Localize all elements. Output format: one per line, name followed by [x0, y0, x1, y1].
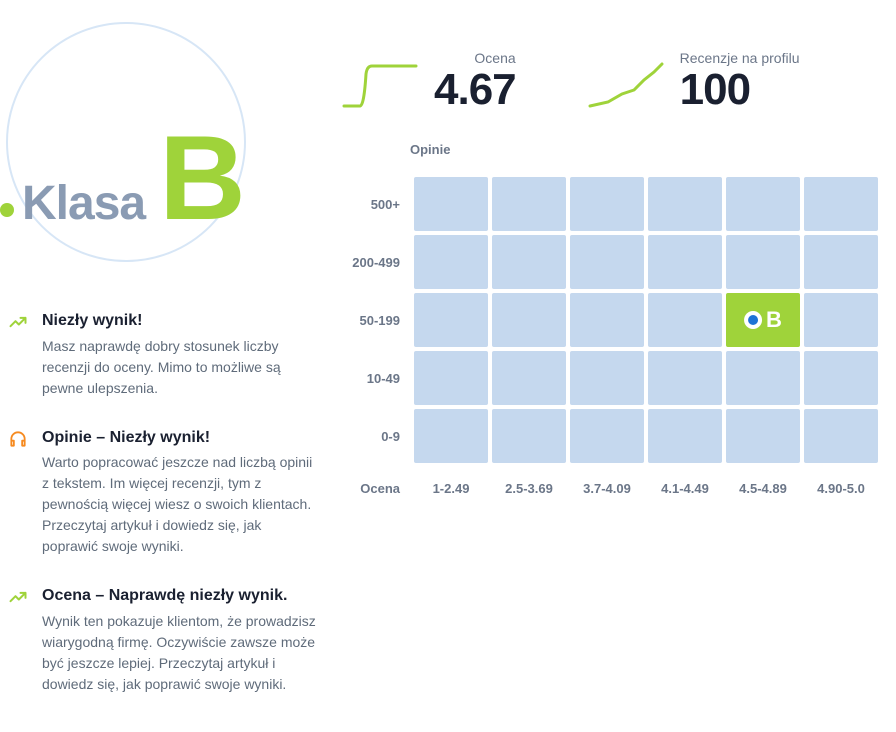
- metrics-row: Ocena 4.67 Recenzje na profilu 100: [340, 50, 896, 112]
- heatmap-cell: [414, 177, 488, 231]
- right-panel: Ocena 4.67 Recenzje na profilu 100 Opini…: [340, 50, 896, 496]
- heatmap-cell: [804, 351, 878, 405]
- metric-rating: Ocena 4.67: [340, 50, 516, 112]
- heatmap-y-label: 0-9: [340, 409, 410, 463]
- heatmap-cell: [726, 409, 800, 463]
- heatmap-cell: [804, 409, 878, 463]
- class-badge: Klasa B: [0, 130, 240, 231]
- heatmap-x-title: Ocena: [340, 481, 410, 496]
- heatmap-cell: [648, 235, 722, 289]
- heatmap-cell: [570, 351, 644, 405]
- heatmap-x-label: 4.1-4.49: [648, 481, 722, 496]
- trend-up-icon: [8, 312, 28, 332]
- heatmap-cell: [570, 293, 644, 347]
- tip-title: Niezły wynik!: [42, 310, 318, 332]
- heatmap-x-label: 4.5-4.89: [726, 481, 800, 496]
- tip-item: Opinie – Niezły wynik! Warto popracować j…: [8, 427, 318, 558]
- heatmap-cell: [726, 235, 800, 289]
- heatmap-cell: [414, 351, 488, 405]
- metric-reviews-label: Recenzje na profilu: [680, 50, 800, 66]
- heatmap-y-title: Opinie: [410, 142, 896, 157]
- metric-reviews: Recenzje na profilu 100: [586, 50, 800, 112]
- heatmap-y-label: 500+: [340, 177, 410, 231]
- class-label: Klasa: [22, 176, 145, 231]
- heatmap-cell: [414, 293, 488, 347]
- tip-item: Niezły wynik! Masz naprawdę dobry stosune…: [8, 310, 318, 399]
- heatmap-cell: [804, 293, 878, 347]
- marker-letter: B: [766, 307, 782, 333]
- heatmap-x-label: 4.90-5.0: [804, 481, 878, 496]
- heatmap-cell: [414, 409, 488, 463]
- heatmap-cell: [648, 351, 722, 405]
- sparkline-rating-icon: [340, 56, 420, 112]
- marker-dot-icon: [744, 311, 762, 329]
- tip-text: Wynik ten pokazuje klientom, że prowadzi…: [42, 611, 318, 695]
- heatmap-cell: [570, 235, 644, 289]
- class-letter: B: [159, 130, 240, 226]
- heatmap-cell: [726, 351, 800, 405]
- heatmap-cell: [492, 177, 566, 231]
- sparkline-reviews-icon: [586, 56, 666, 112]
- heatmap-cell: [492, 351, 566, 405]
- heatmap-x-label: 2.5-3.69: [492, 481, 566, 496]
- heatmap-cell: [492, 409, 566, 463]
- tips-list: Niezły wynik! Masz naprawdę dobry stosune…: [8, 310, 318, 723]
- headphones-icon: [8, 429, 28, 449]
- heatmap-cell: B: [726, 293, 800, 347]
- metric-rating-label: Ocena: [434, 50, 516, 66]
- heatmap-cell: [648, 293, 722, 347]
- heatmap-cell: [648, 409, 722, 463]
- heatmap-cell: [570, 409, 644, 463]
- heatmap-y-label: 10-49: [340, 351, 410, 405]
- heatmap: Opinie 500+200-49950-199 B 10-490-9 Ocena 1…: [340, 142, 896, 496]
- tip-title: Ocena – Naprawdę niezły wynik.: [42, 585, 318, 607]
- heatmap-cell: [648, 177, 722, 231]
- heatmap-cell: [570, 177, 644, 231]
- heatmap-cell: [804, 235, 878, 289]
- heatmap-x-label: 1-2.49: [414, 481, 488, 496]
- heatmap-x-axis: Ocena 1-2.49 2.5-3.69 3.7-4.09 4.1-4.49 4.5-4…: [340, 481, 896, 496]
- trend-up-icon: [8, 587, 28, 607]
- heatmap-cell: [726, 177, 800, 231]
- heatmap-x-label: 3.7-4.09: [570, 481, 644, 496]
- heatmap-y-label: 200-499: [340, 235, 410, 289]
- class-dot-icon: [0, 203, 14, 217]
- heatmap-cell: [492, 235, 566, 289]
- tip-text: Warto popracować jeszcze nad liczbą opin…: [42, 452, 318, 557]
- tip-item: Ocena – Naprawdę niezły wynik. Wynik ten …: [8, 585, 318, 695]
- tip-title: Opinie – Niezły wynik!: [42, 427, 318, 449]
- heatmap-grid: 500+200-49950-199 B 10-490-9: [340, 177, 896, 463]
- tip-text: Masz naprawdę dobry stosunek liczby rece…: [42, 336, 318, 399]
- heatmap-cell: [492, 293, 566, 347]
- heatmap-marker: B: [744, 307, 782, 333]
- heatmap-cell: [804, 177, 878, 231]
- metric-rating-value: 4.67: [434, 68, 516, 112]
- metric-reviews-value: 100: [680, 68, 800, 112]
- heatmap-y-label: 50-199: [340, 293, 410, 347]
- heatmap-cell: [414, 235, 488, 289]
